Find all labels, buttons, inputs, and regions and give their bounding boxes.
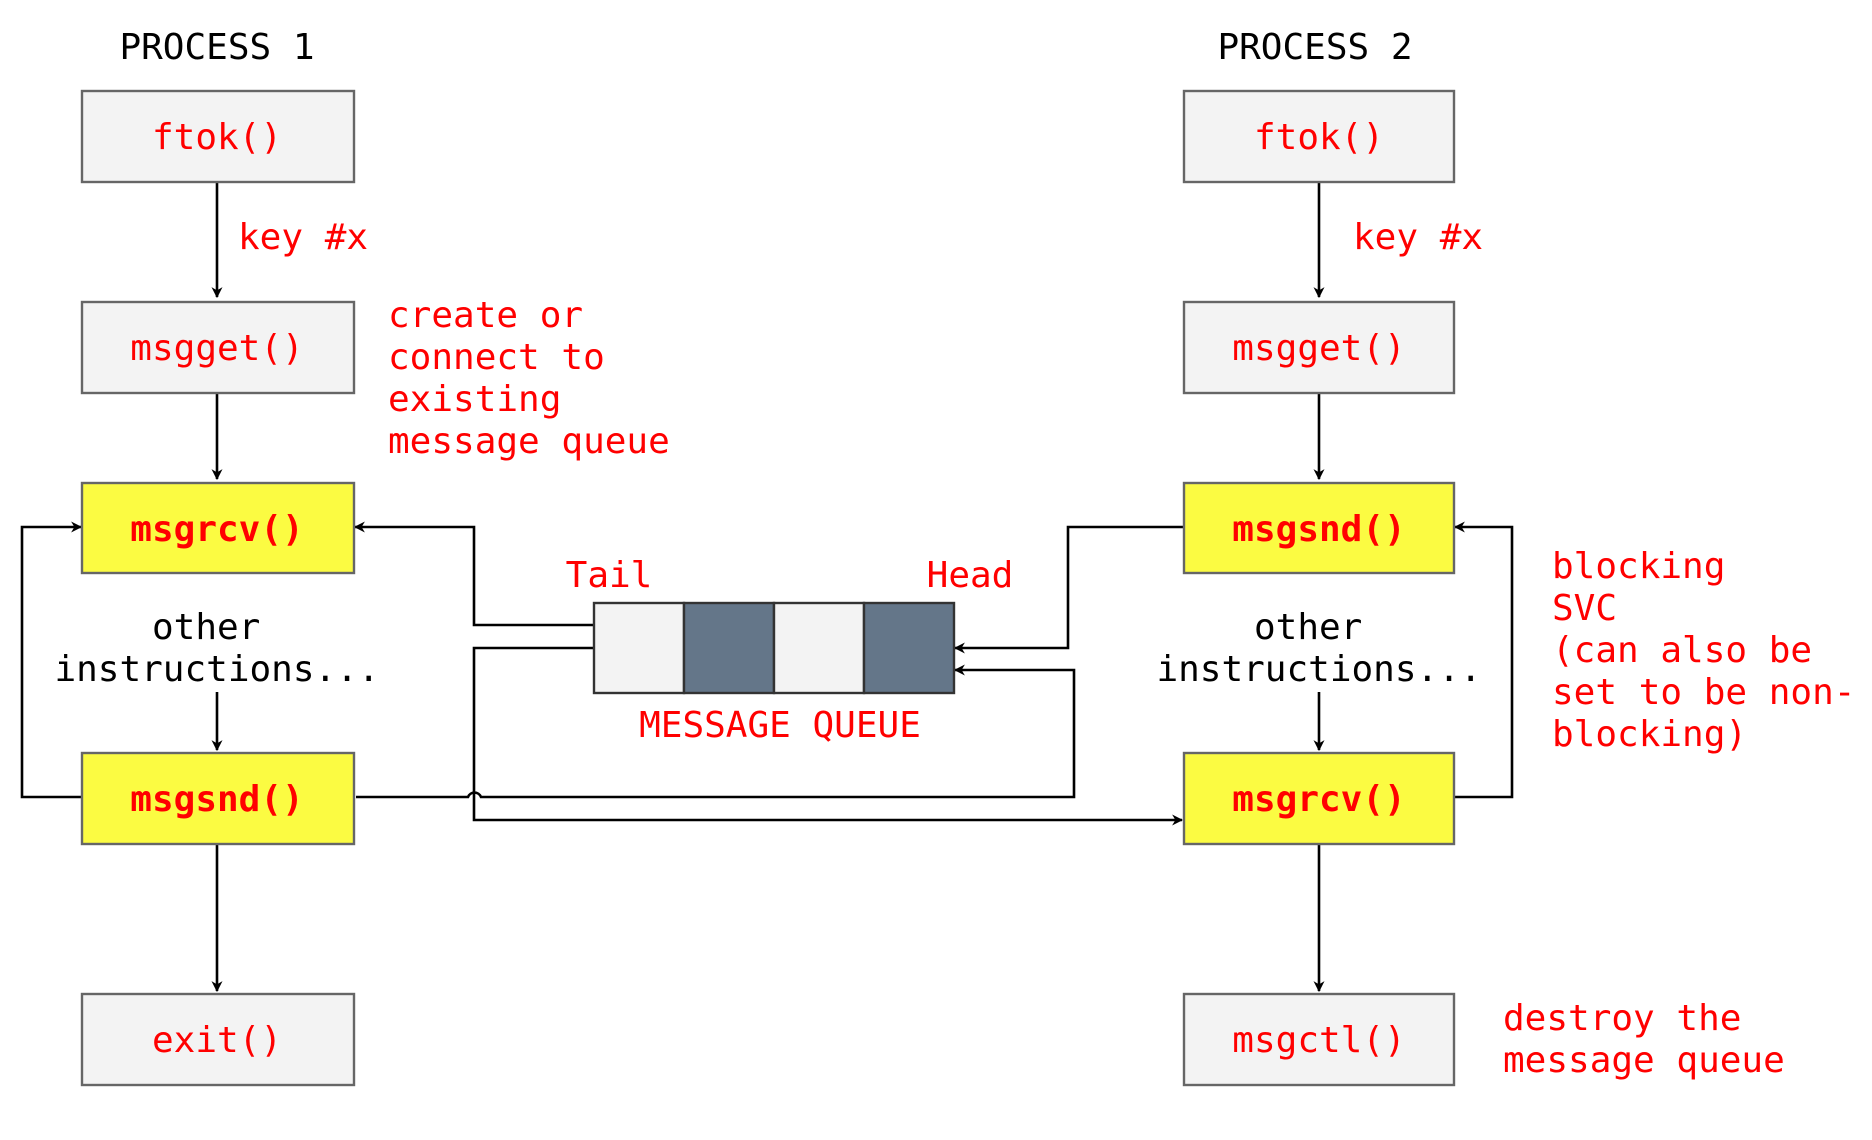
queue-title: MESSAGE QUEUE	[639, 705, 921, 746]
process1-msgget-note-line: existing	[388, 379, 561, 420]
message-queue	[592, 601, 956, 695]
queue-head-label: Head	[927, 555, 1014, 596]
process2-title: PROCESS 2	[1217, 27, 1412, 68]
process2-other-line: instructions...	[1156, 649, 1481, 690]
process2-other-line: other	[1254, 607, 1362, 648]
edge-p1-loop-back	[20, 521, 83, 799]
process1-exit-box: exit()	[80, 992, 356, 1087]
process2-msgsnd-box: msgsnd()	[1182, 481, 1456, 575]
process2-msgget-label: msgget()	[1232, 328, 1405, 369]
process1-other-line: instructions...	[54, 649, 379, 690]
process2-blocking-note-line: blocking)	[1552, 714, 1747, 755]
process2-msgctl-box: msgctl()	[1182, 992, 1456, 1087]
process1-exit-label: exit()	[152, 1020, 282, 1061]
process2-msgctl-label: msgctl()	[1232, 1020, 1405, 1061]
process1-msgsnd-label: msgsnd()	[130, 779, 303, 820]
process1-msgget-note-line: connect to	[388, 337, 605, 378]
queue-cell	[772, 601, 866, 695]
process1-msgget-note-line: create or	[388, 295, 583, 336]
process1-other-line: other	[152, 607, 260, 648]
process1-other-instructions: other instructions...	[54, 607, 379, 690]
process2-blocking-note: blocking SVC (can also be set to be non-…	[1552, 546, 1872, 755]
process1-msgrcv-box: msgrcv()	[80, 481, 356, 575]
process2-msgctl-note-line: message queue	[1503, 1040, 1785, 1081]
process2-ftok-label: ftok()	[1254, 117, 1384, 158]
process1-msgget-note: create or connect to existing message qu…	[388, 295, 670, 462]
queue-cell	[592, 601, 686, 695]
edge-queue-tail-to-p1-msgrcv	[353, 521, 593, 627]
process2-msgctl-note: destroy the message queue	[1503, 998, 1785, 1081]
edge-p1-msgsnd-to-queue-head	[356, 664, 1076, 799]
process1-ftok-box: ftok()	[80, 89, 356, 184]
process1-msgget-note-line: message queue	[388, 421, 670, 462]
process1-msgget-label: msgget()	[130, 328, 303, 369]
process1-title: PROCESS 1	[119, 27, 314, 68]
process1-msgget-box: msgget()	[80, 300, 356, 395]
queue-cell	[862, 601, 956, 695]
process2-msgrcv-box: msgrcv()	[1182, 751, 1456, 846]
process2-other-instructions: other instructions...	[1156, 607, 1481, 690]
process1-msgrcv-label: msgrcv()	[130, 509, 303, 550]
process2-msgrcv-label: msgrcv()	[1232, 779, 1405, 820]
process2-blocking-note-line: set to be non-	[1552, 672, 1855, 713]
process2-msgget-box: msgget()	[1182, 300, 1456, 395]
process2-blocking-note-line: SVC	[1552, 588, 1617, 629]
process2-ftok-box: ftok()	[1182, 89, 1456, 184]
process2-blocking-note-line: (can also be	[1552, 630, 1812, 671]
queue-tail-label: Tail	[566, 555, 653, 596]
edge-queue-tail-to-p2-msgrcv	[472, 646, 1184, 826]
process2-blocking-note-line: blocking	[1552, 546, 1725, 587]
process2-key-label: key #x	[1353, 217, 1483, 258]
process1-ftok-label: ftok()	[152, 117, 282, 158]
process1-msgsnd-box: msgsnd()	[80, 751, 356, 846]
edge-p2-loop-back	[1453, 521, 1514, 799]
queue-cell	[682, 601, 776, 695]
process2-msgsnd-label: msgsnd()	[1232, 509, 1405, 550]
process1-key-label: key #x	[238, 217, 368, 258]
process2-msgctl-note-line: destroy the	[1503, 998, 1741, 1039]
edge-p2-msgsnd-to-queue-head	[953, 525, 1184, 654]
